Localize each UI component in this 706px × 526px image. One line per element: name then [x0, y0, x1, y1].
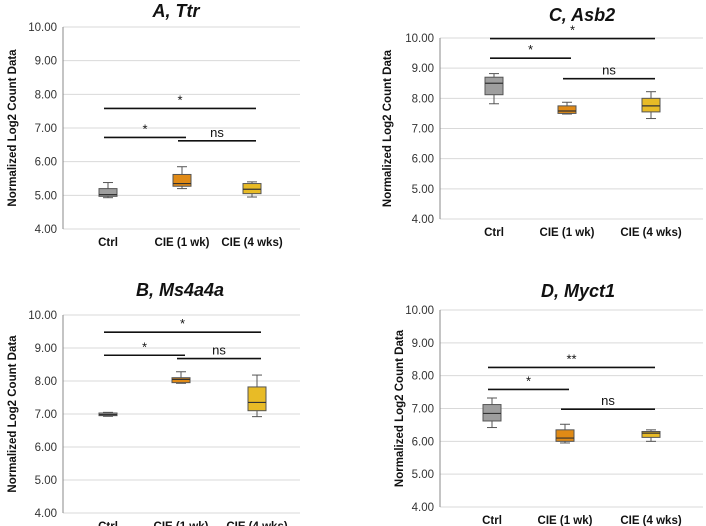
y-axis-label: Normalized Log2 Count Data	[382, 49, 394, 207]
x-tick-label: Ctrl	[98, 237, 118, 249]
x-tick-label: CIE (4 wks)	[221, 237, 283, 249]
y-tick-label: 6.00	[412, 154, 434, 166]
significance-label: ns	[210, 125, 224, 140]
significance-label: *	[570, 23, 575, 38]
significance-label: *	[528, 42, 533, 57]
significance-label: *	[177, 92, 182, 107]
y-tick-label: 7.00	[35, 123, 57, 135]
y-tick-label: 5.00	[412, 184, 434, 196]
box-plot	[172, 166, 192, 190]
box-plot	[247, 374, 267, 418]
y-axis-label: Normalized Log2 Count Data	[7, 49, 19, 207]
y-tick-label: 4.00	[35, 224, 57, 236]
box-plot	[484, 73, 504, 105]
x-tick-label: Ctrl	[482, 515, 502, 526]
box	[98, 188, 118, 197]
x-tick-label: CIE (4 wks)	[620, 515, 682, 526]
box	[641, 97, 661, 113]
box	[172, 173, 192, 187]
y-tick-label: 6.00	[412, 436, 434, 448]
y-tick-label: 8.00	[35, 376, 57, 388]
chart-panel: A, Ttr Normalized Log2 Count Data 4.00 5.00…	[7, 1, 300, 249]
box	[242, 183, 262, 195]
y-tick-label: 7.00	[35, 409, 57, 421]
y-tick-label: 8.00	[35, 89, 57, 101]
chart-title: C, Asb2	[549, 5, 615, 25]
box	[484, 76, 504, 96]
chart-panel: D, Myct1 Normalized Log2 Count Data 4.00 5.…	[394, 281, 703, 526]
y-tick-label: 5.00	[35, 190, 57, 202]
y-tick-label: 9.00	[35, 343, 57, 355]
chart-panel: B, Ms4a4a Normalized Log2 Count Data 4.00 5…	[7, 280, 300, 526]
y-axis-label: Normalized Log2 Count Data	[7, 335, 19, 493]
chart-title: D, Myct1	[541, 281, 615, 301]
significance-label: *	[526, 373, 531, 388]
y-tick-label: 4.00	[412, 214, 434, 226]
x-tick-label: Ctrl	[484, 227, 504, 239]
significance-label: ns	[601, 393, 615, 408]
box	[557, 105, 577, 114]
y-axis-label: Normalized Log2 Count Data	[394, 329, 406, 487]
box-plot	[171, 371, 191, 384]
box-plot	[242, 181, 262, 198]
y-tick-label: 9.00	[412, 338, 434, 350]
significance-label: ns	[212, 343, 226, 358]
chart-panel: C, Asb2 Normalized Log2 Count Data 4.00 5.0…	[382, 5, 703, 239]
box-plot	[641, 91, 661, 120]
chart-title: B, Ms4a4a	[136, 280, 224, 300]
box	[555, 429, 575, 442]
chart-title: A, Ttr	[152, 1, 201, 21]
box-plot	[98, 411, 118, 417]
y-tick-label: 9.00	[412, 63, 434, 75]
x-tick-label: Ctrl	[98, 521, 118, 526]
y-tick-label: 7.00	[412, 404, 434, 416]
x-tick-label: CIE (1 wk)	[538, 515, 593, 526]
significance-label: **	[566, 351, 576, 366]
y-tick-label: 4.00	[412, 502, 434, 514]
y-tick-label: 6.00	[35, 442, 57, 454]
box	[482, 404, 502, 422]
x-tick-label: CIE (1 wk)	[540, 227, 595, 239]
x-tick-label: CIE (4 wks)	[226, 521, 288, 526]
x-tick-label: CIE (1 wk)	[154, 521, 209, 526]
significance-label: *	[142, 339, 147, 354]
y-tick-label: 9.00	[35, 56, 57, 68]
y-tick-label: 8.00	[412, 371, 434, 383]
box	[247, 386, 267, 412]
y-tick-label: 10.00	[28, 310, 57, 322]
y-tick-label: 5.00	[412, 469, 434, 481]
box-plot	[555, 423, 575, 444]
y-tick-label: 8.00	[412, 93, 434, 105]
significance-label: *	[180, 316, 185, 331]
significance-label: *	[142, 121, 147, 136]
box-plot	[557, 101, 577, 115]
y-tick-label: 10.00	[405, 305, 434, 317]
x-tick-label: CIE (4 wks)	[620, 227, 682, 239]
x-tick-label: CIE (1 wk)	[155, 237, 210, 249]
y-tick-label: 10.00	[405, 33, 434, 45]
y-tick-label: 10.00	[28, 22, 57, 34]
box-plot	[641, 429, 661, 442]
y-tick-label: 6.00	[35, 157, 57, 169]
box	[171, 377, 191, 384]
y-tick-label: 4.00	[35, 508, 57, 520]
y-tick-label: 7.00	[412, 124, 434, 136]
box-plot	[482, 397, 502, 429]
box	[641, 430, 661, 438]
significance-label: ns	[602, 63, 616, 78]
box-plot	[98, 182, 118, 199]
y-tick-label: 5.00	[35, 475, 57, 487]
